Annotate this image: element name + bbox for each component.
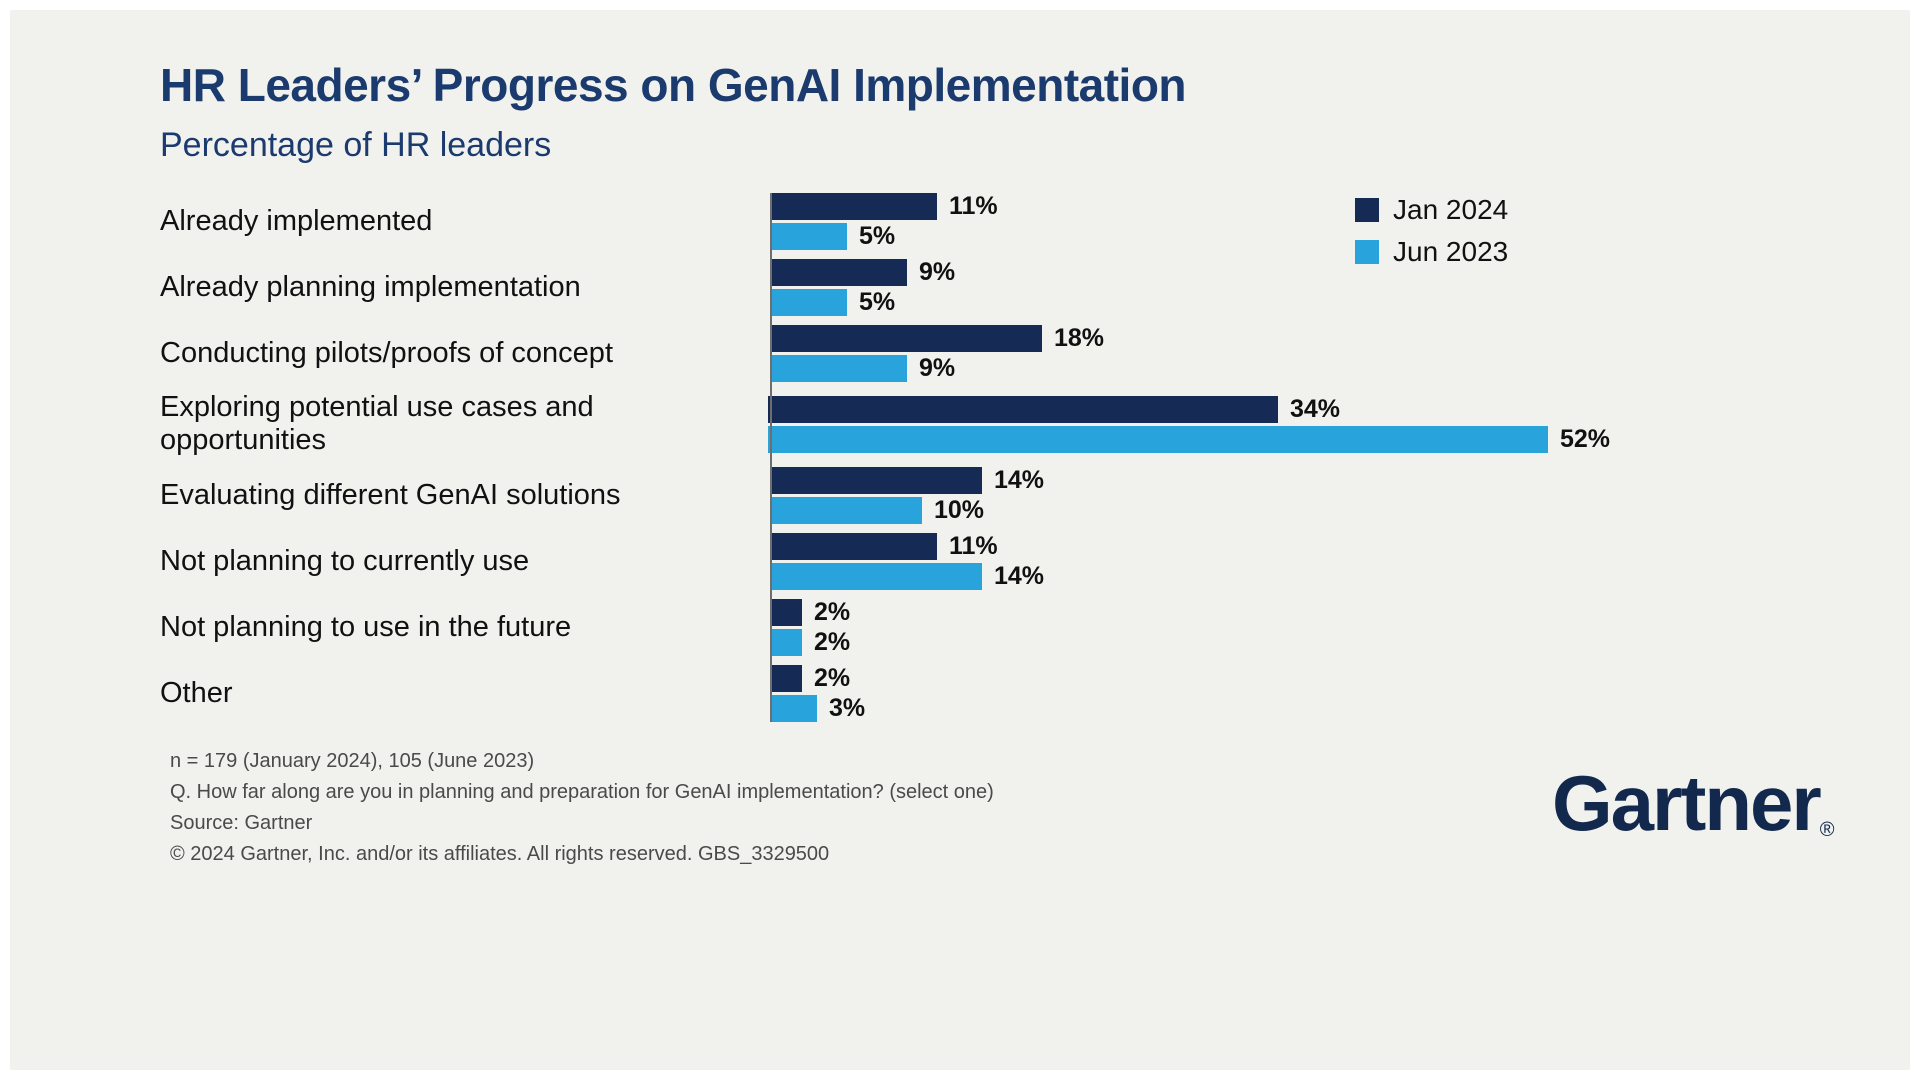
bar-jan-2024 [772,598,802,626]
chart-row: Not planning to use in the future 2% 2% [160,597,1610,656]
bar-group: 11% 5% [770,192,1610,250]
bar-group: 18% 9% [770,324,1610,382]
category-label: Not planning to currently use [160,544,530,577]
bar-value-label: 18% [1054,324,1105,352]
bar-line: 11% [772,531,1610,560]
category-label: Other [160,676,233,709]
bar-jan-2024 [767,395,1278,423]
bar-value-label: 3% [829,693,866,722]
bar-value-label: 5% [859,288,896,316]
category-label: Conducting pilots/proofs of concept [160,336,613,369]
bar-value-label: 14% [994,465,1045,494]
bar-jun-2023 [772,628,802,656]
bar-jun-2023 [772,694,817,722]
content-area: HR Leaders’ Progress on GenAI Implementa… [160,58,1610,722]
gartner-logo-text: Gartner [1552,759,1822,847]
legend-swatch-jan-2024 [1355,198,1379,222]
bar-jun-2023 [772,562,982,590]
bar-jan-2024 [772,193,937,220]
category-label: Already implemented [160,204,433,237]
page-subtitle: Percentage of HR leaders [160,126,552,164]
bar-chart: Already implemented 11% 5% Already planning… [160,192,1610,722]
chart-row: Evaluating different GenAI solutions 14% 1… [160,465,1610,524]
gartner-logo: Gartner® [1552,758,1835,849]
bar-jun-2023 [772,289,847,316]
chart-row: Not planning to currently use 11% 14% [160,531,1610,590]
footnote-copyright: © 2024 Gartner, Inc. and/or its affiliat… [170,843,830,865]
bar-group: 11% 14% [770,531,1610,590]
bar-line: 2% [772,663,1610,692]
chart-row: Already planning implementation 9% 5% [160,258,1610,316]
bar-value-label: 5% [859,222,896,250]
legend-label-jun-2023: Jun 2023 [1393,236,1509,267]
bar-jan-2024 [772,664,802,692]
bar-group: 14% 10% [770,465,1610,524]
bar-line: 11% [772,192,1610,220]
bar-line: 3% [772,693,1610,722]
bar-value-label: 2% [814,627,851,656]
bar-line: 5% [772,288,1610,316]
chart-rows: Already implemented 11% 5% Already planning… [160,192,1610,722]
bar-value-label: 11% [949,531,998,560]
bar-jan-2024 [772,532,937,560]
bar-jan-2024 [772,466,982,494]
bar-value-label: 11% [949,192,998,220]
footnote-question: Q. How far along are you in planning and… [170,781,994,803]
bar-line: 14% [772,561,1610,590]
bar-line: 9% [772,258,1610,286]
bar-jan-2024 [772,259,907,286]
bar-line: 9% [772,354,1610,382]
footnote-source: Source: Gartner [170,812,313,834]
legend-item-jan-2024: Jan 2024 [1355,194,1508,226]
bar-line: 2% [772,627,1610,656]
bar-group: 34% 52% [766,394,1610,453]
chart-row: Conducting pilots/proofs of concept 18% 9% [160,324,1610,382]
footnote-sample-size: n = 179 (January 2024), 105 (June 2023) [170,750,535,772]
bar-value-label: 34% [1289,394,1340,423]
legend-label-jan-2024: Jan 2024 [1393,194,1509,225]
chart-row: Exploring potential use cases and opport… [160,391,1610,458]
bar-line: 2% [772,597,1610,626]
bar-line: 10% [772,495,1610,524]
footnotes: n = 179 (January 2024), 105 (June 2023) … [170,746,994,870]
bar-line: 14% [772,465,1610,494]
chart-legend: Jan 2024 Jun 2023 [1355,194,1508,268]
bar-jun-2023 [772,496,922,524]
bar-jun-2023 [772,355,907,382]
bar-jun-2023 [772,223,847,250]
registered-mark: ® [1819,819,1835,841]
legend-swatch-jun-2023 [1355,240,1379,264]
bar-line: 18% [772,324,1610,352]
bar-value-label: 10% [934,495,985,524]
category-label: Not planning to use in the future [160,610,572,643]
bar-value-label: 52% [1559,424,1610,453]
bar-value-label: 9% [919,258,956,286]
bar-group: 9% 5% [770,258,1610,316]
bar-group: 2% 3% [770,663,1610,722]
bar-value-label: 2% [814,663,851,692]
chart-row: Other 2% 3% [160,663,1610,722]
category-label: Already planning implementation [160,270,581,303]
bar-group: 2% 2% [770,597,1610,656]
category-label: Exploring potential use cases and opport… [160,391,594,457]
page-title: HR Leaders’ Progress on GenAI Implementa… [160,59,1187,111]
chart-row: Already implemented 11% 5% [160,192,1610,250]
bar-jun-2023 [767,425,1548,453]
bar-jan-2024 [772,325,1042,352]
bar-value-label: 14% [994,561,1045,590]
bar-line: 5% [772,222,1610,250]
bar-line: 34% [767,394,1610,423]
bar-line: 52% [767,424,1610,453]
bar-value-label: 2% [814,597,851,626]
legend-item-jun-2023: Jun 2023 [1355,236,1508,268]
bar-value-label: 9% [919,354,956,382]
category-label: Evaluating different GenAI solutions [160,478,621,511]
